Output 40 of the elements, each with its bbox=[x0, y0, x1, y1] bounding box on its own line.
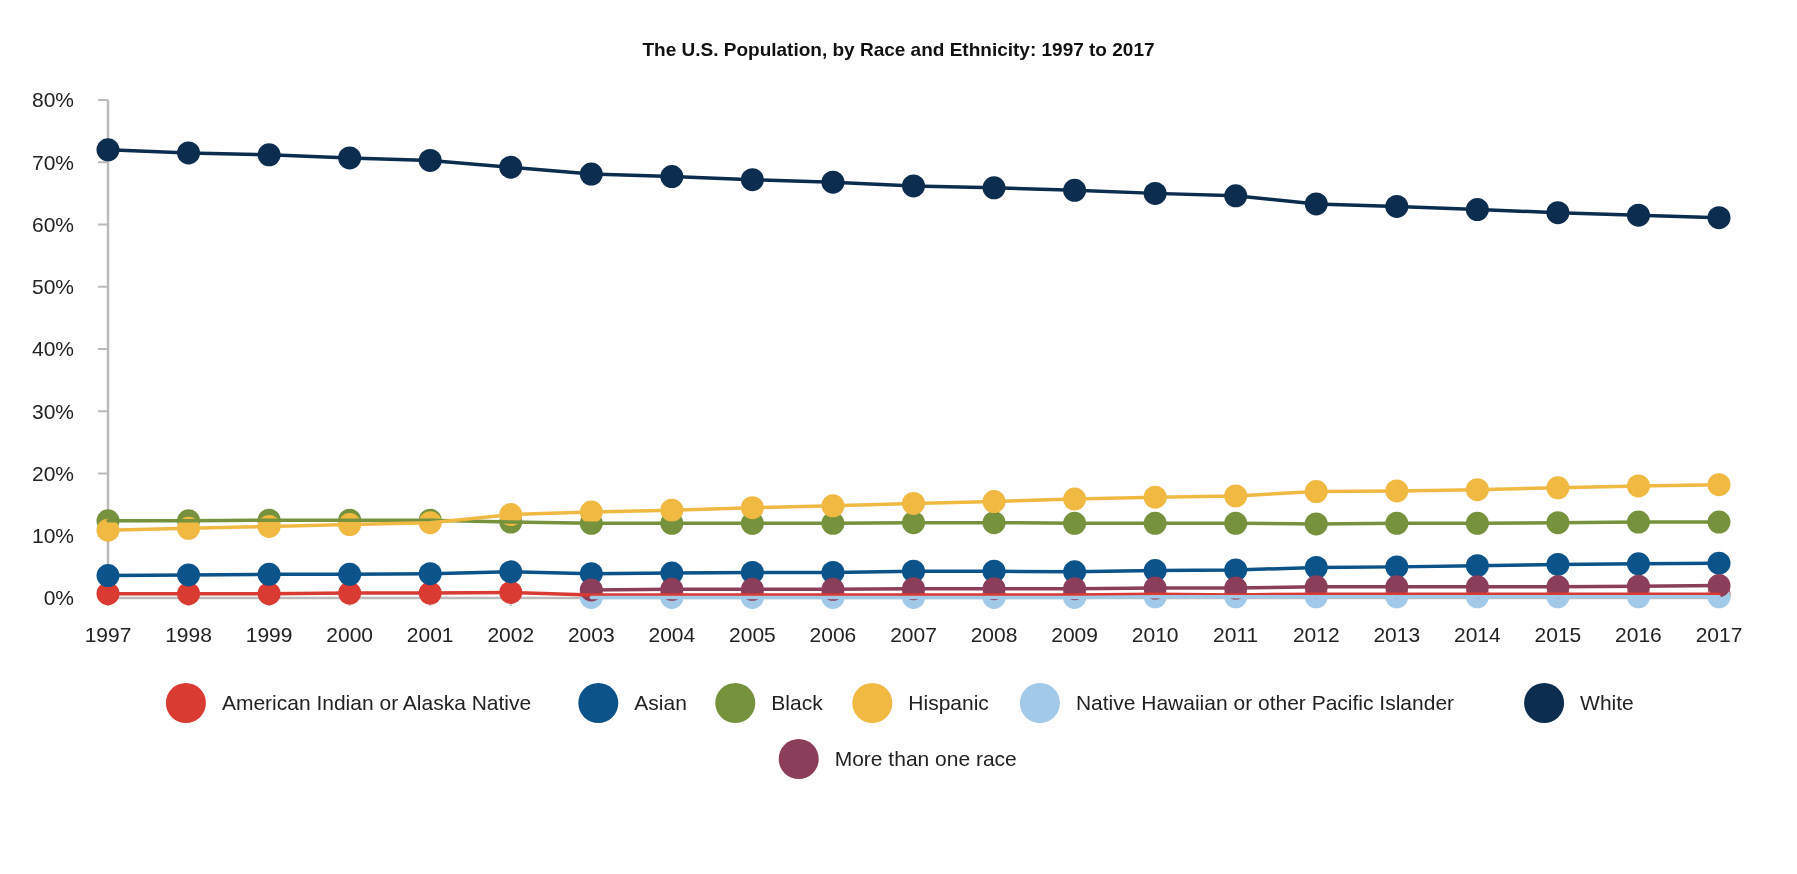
x-tick-label: 2016 bbox=[1615, 623, 1662, 646]
x-tick-label: 2011 bbox=[1213, 623, 1259, 646]
y-tick-label: 70% bbox=[31, 150, 74, 174]
x-tick-label: 2017 bbox=[1695, 623, 1743, 646]
x-tick-label: 1998 bbox=[165, 623, 212, 646]
x-tick-label: 2013 bbox=[1373, 623, 1421, 646]
legend-label: More than one race bbox=[834, 747, 1017, 771]
x-tick-label: 2002 bbox=[487, 623, 535, 646]
x-tick-label: 2004 bbox=[648, 623, 696, 646]
x-tick-label: 2008 bbox=[970, 623, 1018, 646]
x-tick-label: 2005 bbox=[729, 623, 776, 646]
y-tick-label: 60% bbox=[31, 212, 74, 236]
x-tick-label: 2001 bbox=[406, 623, 454, 646]
legend-label: Hispanic bbox=[908, 691, 989, 715]
x-tick-label: 2006 bbox=[809, 623, 857, 646]
legend-label: Native Hawaiian or other Pacific Islander bbox=[1075, 691, 1455, 715]
y-tick-label: 20% bbox=[31, 461, 74, 485]
x-tick-label: 2000 bbox=[326, 623, 374, 646]
y-tick-label: 10% bbox=[31, 524, 74, 548]
y-tick-label: 80% bbox=[31, 88, 74, 112]
legend-label: Asian bbox=[634, 691, 687, 715]
point bbox=[96, 564, 120, 588]
x-tick-label: 2015 bbox=[1534, 623, 1582, 646]
x-tick-label: 1997 bbox=[84, 623, 132, 646]
y-tick-label: 0% bbox=[43, 586, 74, 610]
y-tick-label: 50% bbox=[31, 275, 74, 299]
y-tick-label: 40% bbox=[31, 337, 74, 361]
chart-title: The U.S. Population, by Race and Ethnicity: 1997 to 2017 bbox=[642, 39, 1155, 60]
legend-label: American Indian or Alaska Native bbox=[221, 691, 532, 715]
x-tick-label: 2010 bbox=[1131, 623, 1179, 646]
x-tick-label: 2007 bbox=[890, 623, 937, 646]
x-tick-label: 1999 bbox=[245, 623, 293, 646]
legend-label: Black bbox=[771, 691, 824, 715]
x-tick-label: 2003 bbox=[567, 623, 615, 646]
y-tick-label: 30% bbox=[31, 399, 74, 423]
x-tick-label: 2009 bbox=[1051, 623, 1098, 646]
point bbox=[1707, 206, 1731, 230]
x-tick-label: 2012 bbox=[1292, 623, 1340, 646]
legend-label: White bbox=[1580, 691, 1634, 715]
x-tick-label: 2014 bbox=[1453, 623, 1502, 646]
